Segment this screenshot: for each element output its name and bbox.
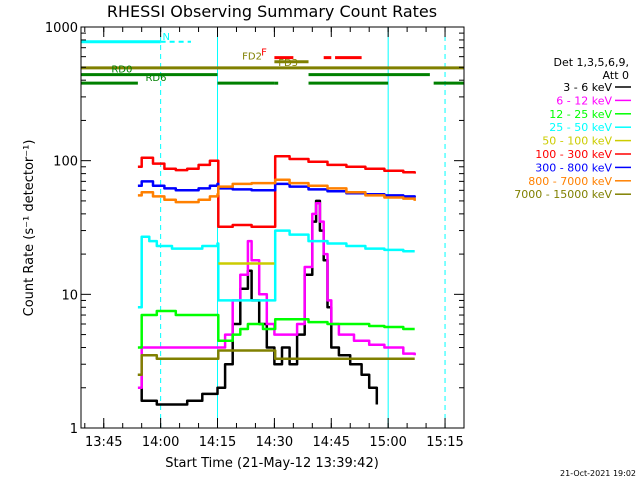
x-tick-label: 14:45 [313, 435, 350, 450]
chart-title: RHESSI Observing Summary Count Rates [107, 2, 437, 21]
series-line-1 [137, 199, 379, 406]
y-tick-label: 100 [53, 155, 78, 170]
series-line-6 [137, 154, 416, 229]
legend-title-line: Att 0 [603, 69, 629, 82]
series-line-8 [137, 178, 416, 204]
series-line-4 [137, 229, 415, 309]
y-axis-ticks: 1 10 100 1000 [45, 21, 464, 437]
y-axis-label: Count Rate (s⁻¹ detector⁻¹) [22, 140, 37, 317]
legend-entry-2-label: 6 - 12 keV [556, 94, 612, 107]
series-line-9 [137, 349, 415, 377]
legend-entry-7-label: 300 - 800 keV [535, 161, 612, 174]
legend-entry-6-label: 100 - 300 keV [535, 148, 612, 161]
x-tick-label: 14:30 [256, 435, 293, 450]
flag-label-fd2: FD2 [242, 52, 262, 63]
flag-label-rd0: RD0 [111, 65, 132, 76]
y-tick-label: 1 [70, 422, 78, 437]
flag-label-f: F [261, 48, 267, 59]
legend-title-line: Det 1,3,5,6,9, [553, 56, 629, 69]
x-axis-ticks: 13:45 14:00 14:15 14:30 14:45 15:00 15:15 [84, 27, 465, 450]
flag-label-n: N [163, 32, 170, 43]
footer-timestamp: 21-Oct-2021 19:02 [560, 469, 636, 478]
x-tick-label: 15:00 [369, 435, 406, 450]
plot-frame [80, 26, 465, 429]
legend-entry-3-label: 12 - 25 keV [549, 108, 612, 121]
series-line-2 [137, 202, 416, 390]
x-tick-label: 14:15 [199, 435, 236, 450]
x-tick-label: 15:15 [426, 435, 463, 450]
x-tick-label: 13:45 [85, 435, 122, 450]
legend-entry-1-label: 3 - 6 keV [563, 81, 612, 94]
flag-label-fd3: FD3 [278, 58, 298, 69]
series-line-3 [137, 309, 415, 349]
legend-entry-8-label: 800 - 7000 keV [528, 175, 612, 188]
legend-entry-5-label: 50 - 100 keV [542, 135, 612, 148]
legend-entry-9-label: 7000 - 15000 keV [514, 188, 612, 201]
y-tick-label: 10 [61, 288, 78, 303]
series-lines [137, 154, 416, 406]
x-tick-label: 14:00 [142, 435, 179, 450]
y-tick-label: 1000 [45, 21, 78, 36]
flag-label-rd6: RD6 [145, 73, 166, 84]
x-axis-label: Start Time (21-May-12 13:39:42) [165, 456, 379, 471]
legend-entry-4-label: 25 - 50 keV [549, 121, 612, 134]
